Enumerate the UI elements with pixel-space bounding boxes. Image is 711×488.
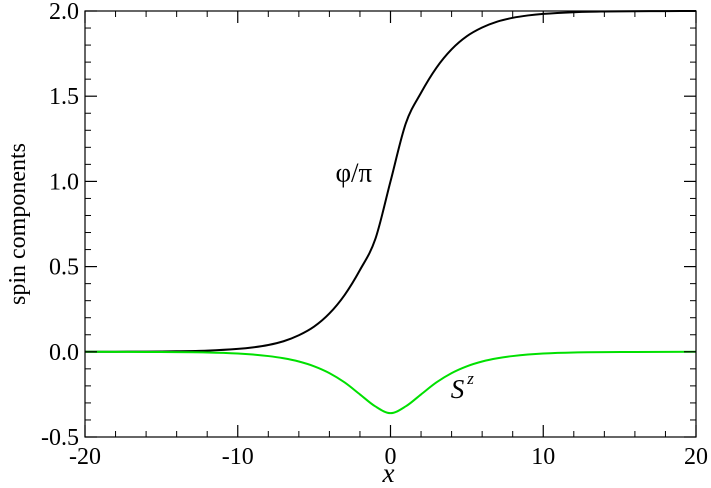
x-tick-label: 10	[531, 444, 555, 470]
plot-frame	[84, 10, 697, 438]
y-tick-label: 1.5	[49, 84, 79, 110]
y-tick-label: 0.0	[49, 340, 79, 366]
y-tick-label: 1.0	[49, 169, 79, 195]
x-tick-label: 20	[684, 444, 708, 470]
x-tick-label: -10	[222, 444, 254, 470]
series-layer	[84, 10, 697, 415]
x-tick-label: 0	[385, 444, 397, 470]
y-tick-label: -0.5	[41, 425, 79, 451]
y-tick-label: 0.5	[49, 255, 79, 281]
x-tick-label: -20	[69, 444, 101, 470]
annotation-superscript: z	[466, 369, 474, 388]
annotation-main-text: φ/π	[335, 157, 372, 187]
labels-layer: -20 -10 0 10 20 -0.5 0.0 0.5 1.0 1.5 2.0	[41, 0, 708, 470]
ticks-layer	[84, 10, 697, 438]
y-tick-label: 2.0	[49, 0, 79, 25]
y-axis-label: spin components	[5, 143, 31, 305]
x-axis-label: x	[382, 458, 395, 488]
annotation-1: φ/π	[335, 157, 372, 187]
annotation-layer: φ/π S z	[335, 157, 474, 403]
series-line-1	[84, 10, 697, 353]
annotation-main-text: S	[451, 374, 465, 404]
series-line-2	[84, 350, 697, 415]
